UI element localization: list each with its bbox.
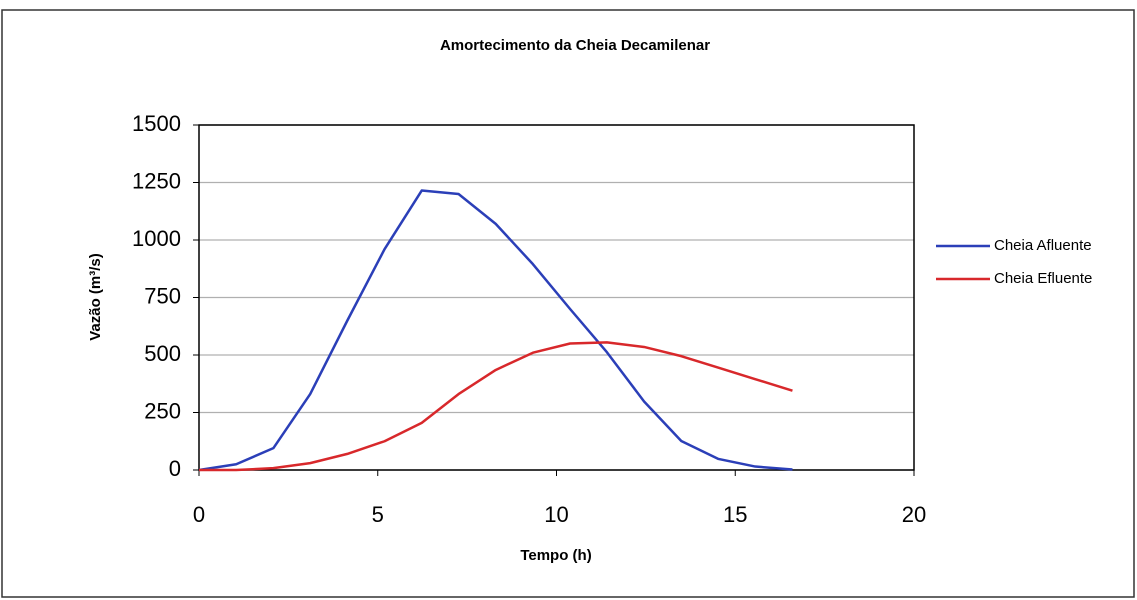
- x-tick-label: 5: [372, 502, 384, 527]
- plot-frame: [198, 124, 915, 471]
- x-axis-title: Tempo (h): [520, 547, 591, 564]
- y-tick-label: 250: [144, 398, 181, 423]
- y-tick-label: 750: [144, 283, 181, 308]
- legend-label: Cheia Afluente: [994, 237, 1092, 254]
- legend-label: Cheia Efluente: [994, 270, 1092, 287]
- x-tick-label: 20: [902, 502, 926, 527]
- chart-title: Amortecimento da Cheia Decamilenar: [440, 37, 710, 54]
- y-tick-label: 1500: [132, 111, 181, 136]
- y-axis-title: Vazão (m³/s): [87, 253, 104, 341]
- y-tick-label: 0: [169, 456, 181, 481]
- chart-border: [1, 9, 1135, 598]
- data-line: [199, 341, 793, 472]
- x-tick-label: 15: [723, 502, 747, 527]
- y-tick-label: 500: [144, 341, 181, 366]
- x-tick-label: 0: [193, 502, 205, 527]
- data-line: [198, 189, 793, 472]
- x-tick-label: 10: [544, 502, 568, 527]
- y-tick-label: 1250: [132, 168, 181, 193]
- y-tick-label: 1000: [132, 226, 181, 251]
